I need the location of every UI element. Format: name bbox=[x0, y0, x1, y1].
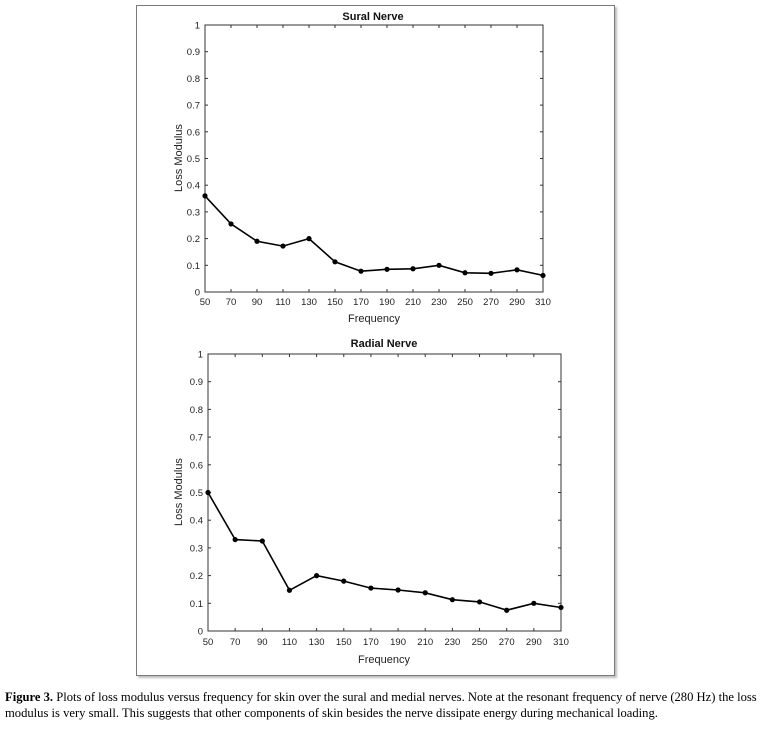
plot-area bbox=[204, 24, 544, 293]
chart-title: Sural Nerve bbox=[342, 11, 403, 23]
data-point bbox=[205, 489, 211, 496]
x-tick-label: 70 bbox=[230, 637, 241, 648]
data-point bbox=[410, 266, 416, 272]
data-point bbox=[504, 607, 510, 613]
y-tick-label: 0 bbox=[198, 627, 203, 638]
y-axis-label: Loss Modulus bbox=[173, 124, 185, 192]
data-point bbox=[436, 262, 442, 268]
x-tick-label: 190 bbox=[379, 297, 395, 308]
x-tick-label: 90 bbox=[257, 637, 268, 648]
x-tick-label: 310 bbox=[553, 637, 569, 648]
y-tick-label: 0 bbox=[195, 288, 200, 299]
data-point bbox=[358, 268, 364, 274]
data-point bbox=[422, 590, 428, 596]
x-tick-label: 190 bbox=[390, 637, 406, 648]
figure-frame bbox=[136, 5, 615, 676]
data-point bbox=[514, 267, 520, 273]
y-tick-label: 0.9 bbox=[187, 47, 200, 58]
y-tick-label: 0.8 bbox=[187, 74, 200, 85]
x-tick-label: 130 bbox=[309, 637, 325, 648]
data-point bbox=[462, 270, 468, 276]
data-point bbox=[286, 587, 293, 593]
data-point bbox=[540, 272, 546, 279]
sural-nerve-chart: Sural Nerve 0 0.1 0.2 0.3 0.4 0.5 0.6 0.7 0.8 0.9… bbox=[173, 11, 551, 325]
y-tick-label: 0.6 bbox=[190, 460, 203, 471]
x-tick-label: 170 bbox=[363, 637, 379, 648]
y-tick-label: 0.3 bbox=[190, 543, 203, 554]
caption-label: Figure 3. bbox=[5, 690, 54, 704]
data-point bbox=[314, 573, 320, 579]
radial-nerve-chart: Radial Nerve 0 0.1 0.2 0.3 0.4 0.5 0.6 0.7 0.8 0.… bbox=[173, 338, 569, 666]
data-point bbox=[395, 587, 401, 593]
y-tick-label: 0.5 bbox=[190, 488, 203, 499]
data-point bbox=[228, 221, 234, 227]
y-tick-label: 0.5 bbox=[187, 154, 200, 165]
data-point bbox=[384, 266, 390, 272]
x-tick-label: 230 bbox=[431, 297, 447, 308]
x-tick-label: 70 bbox=[226, 297, 237, 308]
y-tick-label: 0.1 bbox=[187, 261, 200, 272]
y-tick-label: 0.4 bbox=[187, 181, 200, 192]
y-tick-label: 0.3 bbox=[187, 207, 200, 218]
x-tick-label: 230 bbox=[444, 637, 460, 648]
x-tick-label: 130 bbox=[301, 297, 317, 308]
series-line bbox=[204, 195, 544, 277]
figure-caption: Figure 3. Plots of loss modulus versus f… bbox=[5, 690, 757, 721]
x-tick-label: 150 bbox=[336, 637, 352, 648]
y-tick-label: 0.6 bbox=[187, 127, 200, 138]
x-tick-label: 270 bbox=[499, 637, 515, 648]
x-tick-label: 210 bbox=[417, 637, 433, 648]
y-tick-label: 0.2 bbox=[187, 234, 200, 245]
data-point bbox=[368, 585, 374, 591]
x-tick-label: 90 bbox=[252, 297, 263, 308]
data-point bbox=[232, 536, 238, 543]
y-tick-label: 0.7 bbox=[187, 101, 200, 112]
x-tick-label: 270 bbox=[483, 297, 499, 308]
figure-charts: Sural Nerve 0 0.1 0.2 0.3 0.4 0.5 0.6 0.7 0.8 0.9… bbox=[173, 11, 569, 666]
x-tick-label: 50 bbox=[203, 637, 214, 648]
y-tick-label: 0.7 bbox=[190, 433, 203, 444]
data-point bbox=[476, 599, 483, 605]
data-point bbox=[254, 238, 260, 244]
y-tick-label: 0.2 bbox=[190, 571, 203, 582]
data-point bbox=[202, 193, 208, 199]
x-tick-label: 290 bbox=[509, 297, 525, 308]
x-tick-label: 50 bbox=[200, 297, 211, 308]
x-tick-label: 250 bbox=[457, 297, 473, 308]
data-point bbox=[259, 538, 265, 544]
data-point bbox=[558, 604, 564, 611]
chart-title: Radial Nerve bbox=[351, 338, 418, 350]
y-tick-label: 0.9 bbox=[190, 377, 203, 388]
y-tick-label: 0.1 bbox=[190, 599, 203, 610]
y-tick-label: 0.4 bbox=[190, 516, 203, 527]
data-point bbox=[449, 597, 455, 603]
y-tick-label: 1 bbox=[195, 21, 200, 32]
data-point bbox=[341, 578, 347, 584]
data-point bbox=[306, 236, 312, 242]
series-line bbox=[207, 492, 562, 612]
data-point bbox=[332, 259, 338, 265]
data-point bbox=[280, 243, 286, 249]
x-tick-label: 310 bbox=[535, 297, 551, 308]
x-axis-label: Frequency bbox=[358, 654, 410, 666]
data-point bbox=[488, 270, 494, 276]
x-tick-label: 110 bbox=[275, 297, 290, 308]
data-point bbox=[531, 600, 537, 606]
x-tick-label: 210 bbox=[405, 297, 421, 308]
x-tick-label: 170 bbox=[353, 297, 369, 308]
x-tick-label: 150 bbox=[327, 297, 343, 308]
x-axis-label: Frequency bbox=[348, 313, 400, 325]
x-tick-label: 290 bbox=[526, 637, 542, 648]
x-tick-label: 110 bbox=[282, 637, 297, 648]
x-tick-label: 250 bbox=[472, 637, 488, 648]
y-axis-label: Loss Modulus bbox=[173, 458, 185, 526]
caption-text: Plots of loss modulus versus frequency f… bbox=[5, 690, 757, 720]
y-tick-label: 0.8 bbox=[190, 405, 203, 416]
y-tick-label: 1 bbox=[198, 350, 203, 361]
